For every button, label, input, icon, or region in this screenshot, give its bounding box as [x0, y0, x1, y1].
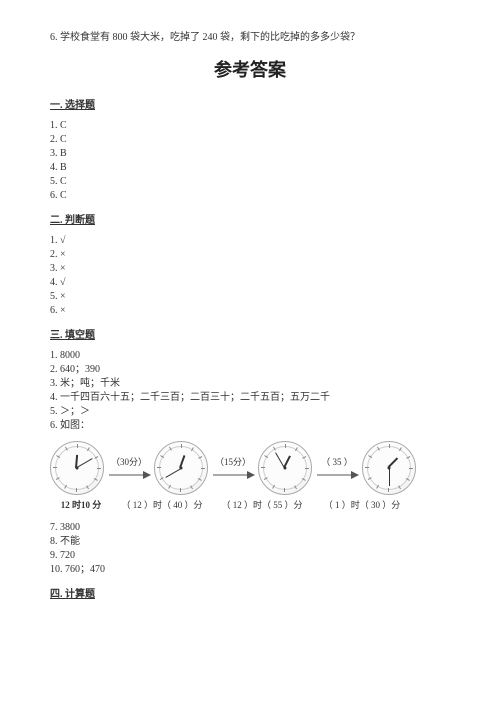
s3-item: 9. 720 — [50, 549, 450, 563]
s2-item: 5. × — [50, 290, 450, 304]
clock-face — [154, 441, 208, 495]
clock-time-label: （ 1 ）时（ 30 ）分 — [312, 499, 412, 513]
s2-item: 1. √ — [50, 234, 450, 248]
clock-time-label: 12 时10 分 — [50, 499, 112, 513]
s2-item: 3. × — [50, 262, 450, 276]
clock-time-label: （ 12 ）时（ 40 ）分 — [112, 499, 212, 513]
clock-face — [50, 441, 104, 495]
s3-item: 4. 一千四百六十五；二千三百；二百三十；二千五百；五万二千 — [50, 391, 450, 405]
s3-item: 5. ＞；＞ — [50, 405, 450, 419]
clock-face — [258, 441, 312, 495]
interval-arrow: （30分） — [104, 456, 154, 481]
section-1-list: 1. C 2. C 3. B 4. B 5. C 6. C — [50, 119, 450, 203]
s3-item: 7. 3800 — [50, 521, 450, 535]
s1-item: 1. C — [50, 119, 450, 133]
clock-diagram: （30分） （15分） （ 35 ） — [50, 441, 450, 495]
section-3-list-after: 7. 3800 8. 不能 9. 720 10. 760；470 — [50, 521, 450, 577]
s2-item: 6. × — [50, 304, 450, 318]
s1-item: 6. C — [50, 189, 450, 203]
interval-arrow: （15分） — [208, 456, 258, 481]
s3-item: 10. 760；470 — [50, 563, 450, 577]
s2-item: 2. × — [50, 248, 450, 262]
clock-face — [362, 441, 416, 495]
s1-item: 5. C — [50, 175, 450, 189]
interval-arrow: （ 35 ） — [312, 456, 362, 481]
section-3-list: 1. 8000 2. 640；390 3. 米；吨；千米 4. 一千四百六十五；… — [50, 349, 450, 433]
section-2-list: 1. √ 2. × 3. × 4. √ 5. × 6. × — [50, 234, 450, 318]
page-root: 6. 学校食堂有 800 袋大米，吃掉了 240 袋，剩下的比吃掉的多多少袋？ … — [0, 0, 500, 628]
s1-item: 2. C — [50, 133, 450, 147]
s3-item: 3. 米；吨；千米 — [50, 377, 450, 391]
section-1-heading: 一. 选择题 — [50, 98, 450, 113]
clock-time-label: （ 12 ）时（ 55 ）分 — [212, 499, 312, 513]
answer-key-title: 参考答案 — [50, 57, 450, 84]
clock-time-labels: 12 时10 分（ 12 ）时（ 40 ）分（ 12 ）时（ 55 ）分（ 1 … — [50, 499, 450, 513]
section-4-heading: 四. 计算题 — [50, 587, 450, 602]
section-3-heading: 三. 填空题 — [50, 328, 450, 343]
s3-item: 6. 如图： — [50, 419, 450, 433]
section-2-heading: 二. 判断题 — [50, 213, 450, 228]
s2-item: 4. √ — [50, 276, 450, 290]
s1-item: 4. B — [50, 161, 450, 175]
question-6: 6. 学校食堂有 800 袋大米，吃掉了 240 袋，剩下的比吃掉的多多少袋？ — [50, 30, 450, 45]
s1-item: 3. B — [50, 147, 450, 161]
s3-item: 2. 640；390 — [50, 363, 450, 377]
s3-item: 8. 不能 — [50, 535, 450, 549]
s3-item: 1. 8000 — [50, 349, 450, 363]
